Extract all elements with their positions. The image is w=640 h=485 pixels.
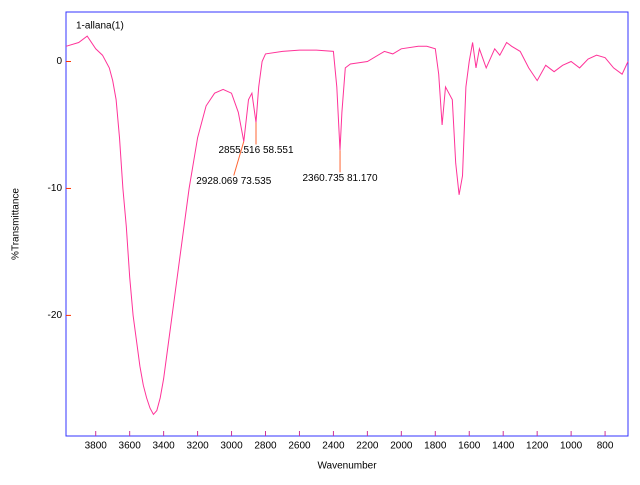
x-tick-label: 3400	[153, 441, 176, 452]
annotation-label: 2360.735 81.170	[302, 173, 378, 184]
x-axis-label: Wavenumber	[317, 461, 377, 472]
x-tick-label: 2000	[390, 441, 413, 452]
x-tick-label: 1600	[458, 441, 481, 452]
y-tick-label: -20	[48, 310, 63, 321]
spectrum-line	[65, 35, 629, 416]
x-tick-label: 2800	[254, 441, 277, 452]
x-tick-label: 2200	[356, 441, 379, 452]
x-tick-label: 3600	[119, 441, 142, 452]
x-tick-label: 1400	[492, 441, 515, 452]
x-tick-label: 1800	[424, 441, 447, 452]
x-tick-label: 2400	[322, 441, 345, 452]
x-tick-label: 2600	[288, 441, 311, 452]
y-axis-label: %Transmittance	[11, 188, 22, 260]
y-tick-label: 0	[56, 56, 62, 67]
x-tick-label: 3800	[85, 441, 108, 452]
annotation-label: 2855.516 58.551	[218, 145, 294, 156]
annotation-leader	[233, 141, 245, 176]
x-tick-label: 800	[597, 441, 614, 452]
series-label: 1-allana(1)	[76, 21, 124, 32]
x-tick-label: 3000	[220, 441, 243, 452]
x-tick-label: 1200	[526, 441, 549, 452]
x-tick-label: 1000	[560, 441, 583, 452]
y-tick-label: -10	[48, 183, 63, 194]
annotation-label: 2928.069 73.535	[196, 176, 272, 187]
x-tick-label: 3200	[186, 441, 209, 452]
plot-frame	[65, 11, 629, 437]
